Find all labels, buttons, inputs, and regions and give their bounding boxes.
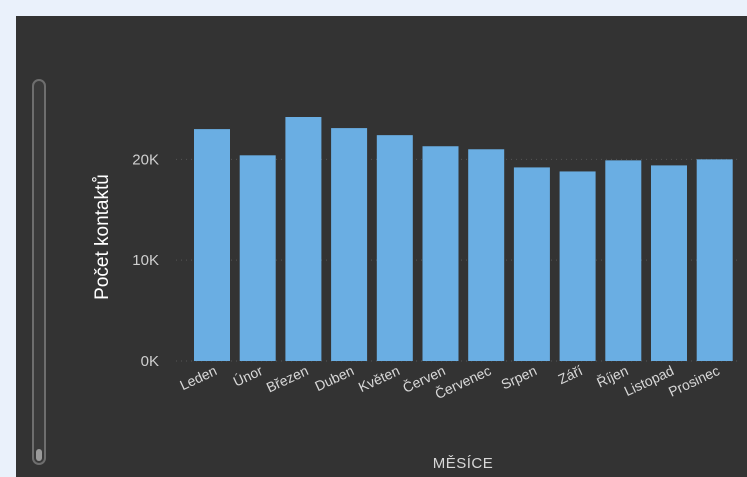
vertical-scrollbar[interactable]: [32, 79, 46, 465]
x-category-label: Září: [556, 362, 585, 387]
y-tick-label: 20K: [132, 151, 159, 168]
y-axis-title: Počet kontaktů: [92, 174, 113, 300]
bar-únor[interactable]: [239, 155, 276, 361]
bar-červenec[interactable]: [468, 149, 505, 361]
bar-březen[interactable]: [285, 117, 322, 361]
bar-červen[interactable]: [422, 146, 459, 361]
gridlines: [176, 158, 740, 362]
x-category-label: Květen: [356, 362, 402, 395]
x-category-label: Listopad: [622, 362, 677, 399]
y-tick-label: 10K: [132, 252, 159, 269]
bar-květen[interactable]: [376, 135, 413, 361]
bar-říjen[interactable]: [605, 160, 642, 361]
x-category-label: Únor: [231, 362, 266, 389]
bar-prosinec[interactable]: [696, 159, 733, 361]
bar-duben[interactable]: [331, 128, 368, 361]
y-axis-ticks: 0K 10K 20K: [132, 151, 159, 370]
x-category-label: Leden: [177, 362, 219, 393]
x-category-label: Duben: [312, 362, 356, 394]
x-axis-title: MĚSÍCE: [433, 455, 494, 472]
x-category-label: Srpen: [499, 362, 540, 392]
y-tick-label: 0K: [141, 353, 159, 370]
x-category-label: Prosinec: [666, 362, 722, 400]
scrollbar-thumb[interactable]: [36, 449, 42, 461]
bar-listopad[interactable]: [651, 165, 687, 361]
bar-leden[interactable]: [194, 129, 230, 361]
bar-září[interactable]: [559, 171, 596, 361]
bars: [194, 117, 733, 361]
bar-srpen[interactable]: [513, 167, 550, 361]
x-category-label: Březen: [264, 362, 311, 395]
